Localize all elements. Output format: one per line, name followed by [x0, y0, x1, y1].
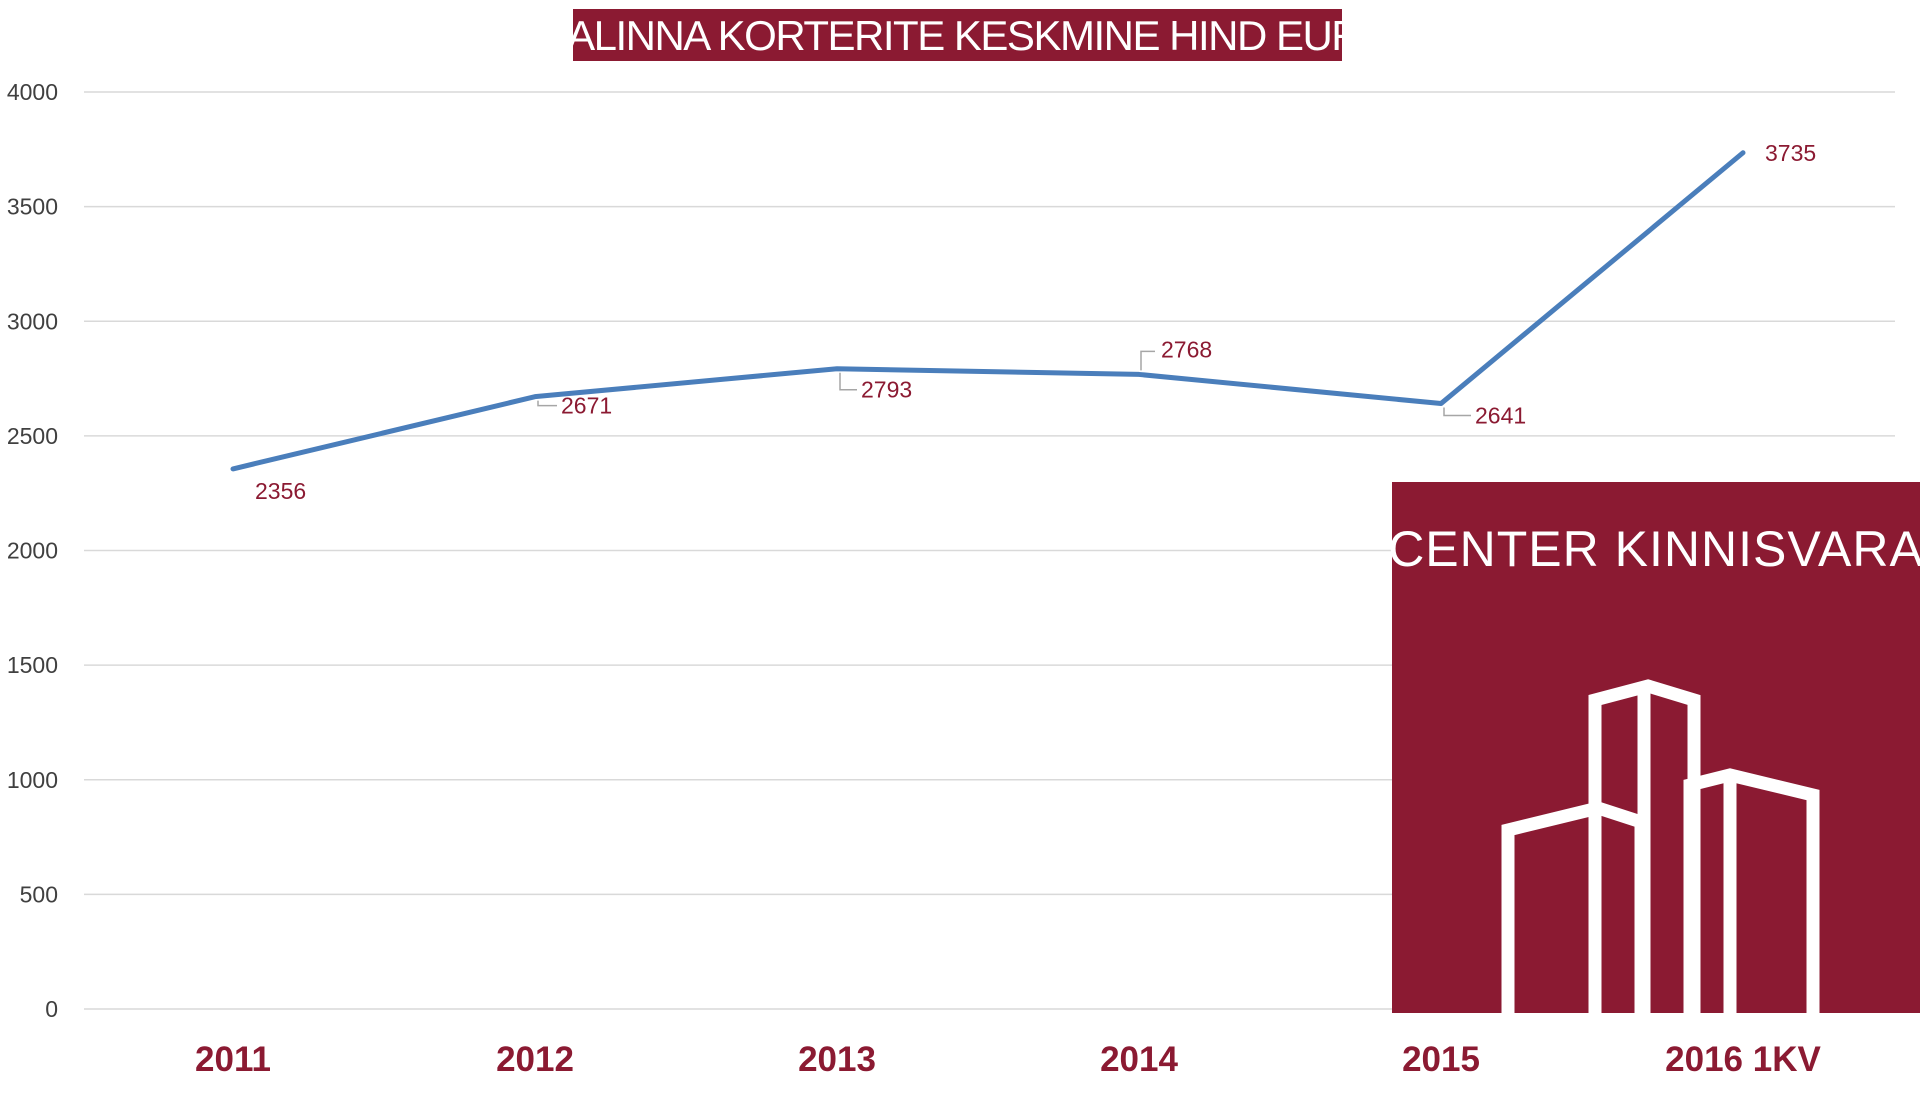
- y-tick-label: 1500: [7, 652, 58, 678]
- buildings-icon: [1501, 679, 1820, 1013]
- data-label-leader: [1140, 350, 1155, 371]
- logo-name: CENTER KINNISVARA: [1388, 521, 1920, 577]
- x-tick-label: 2014: [1100, 1040, 1178, 1079]
- y-tick-label: 4000: [7, 79, 58, 105]
- gridlines: [84, 91, 1895, 1010]
- data-label: 2768: [1161, 336, 1212, 362]
- y-tick-label: 3000: [7, 308, 58, 334]
- x-tick-label: 2015: [1402, 1040, 1480, 1079]
- y-tick-label: 0: [45, 996, 58, 1022]
- data-label: 2793: [861, 377, 912, 403]
- data-label: 3735: [1765, 140, 1816, 166]
- chart-title: VANALINNA KORTERITE KESKMINE HIND EUR/M2: [488, 12, 1425, 59]
- data-label-leader: [537, 400, 557, 407]
- y-tick-label: 2500: [7, 423, 58, 449]
- y-axis-tick-labels: 0 500 1000 1500 2000 2500 3000 3500 4000: [7, 79, 58, 1022]
- data-label: 2356: [255, 478, 306, 504]
- y-tick-label: 1000: [7, 767, 58, 793]
- data-label-leader: [839, 372, 857, 391]
- x-axis-tick-labels: 2011 2012 2013 2014 2015 2016 1KV: [195, 1040, 1821, 1079]
- y-tick-label: 2000: [7, 538, 58, 564]
- data-label-leader: [1443, 407, 1471, 417]
- x-tick-label: 2012: [496, 1040, 574, 1079]
- series-line-group: [230, 150, 1746, 472]
- x-tick-label: 2011: [195, 1040, 271, 1079]
- series-line: [230, 150, 1746, 472]
- chart-title-background: [573, 9, 1342, 61]
- data-label: 2641: [1475, 403, 1526, 429]
- data-label: 2671: [561, 393, 612, 419]
- data-labels: 2356 2671 2793 2768 2641 3735: [255, 140, 1816, 504]
- logo-background: [1392, 482, 1920, 1013]
- x-tick-label: 2013: [798, 1040, 876, 1079]
- y-tick-label: 500: [20, 881, 58, 907]
- logo: CENTER KINNISVARA: [1388, 482, 1920, 1013]
- x-tick-label: 2016 1KV: [1665, 1040, 1821, 1079]
- y-tick-label: 3500: [7, 194, 58, 220]
